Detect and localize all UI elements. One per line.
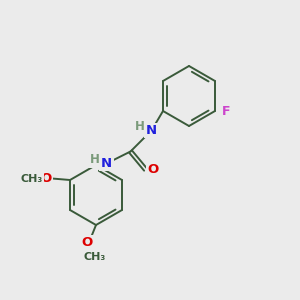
Text: N: N: [146, 124, 157, 137]
Text: H: H: [135, 120, 145, 134]
Text: O: O: [81, 236, 93, 250]
Text: O: O: [147, 163, 159, 176]
Text: O: O: [40, 172, 52, 185]
Text: F: F: [222, 104, 230, 118]
Text: H: H: [90, 153, 99, 167]
Text: CH₃: CH₃: [21, 173, 43, 184]
Text: N: N: [101, 157, 112, 170]
Text: CH₃: CH₃: [83, 252, 106, 262]
